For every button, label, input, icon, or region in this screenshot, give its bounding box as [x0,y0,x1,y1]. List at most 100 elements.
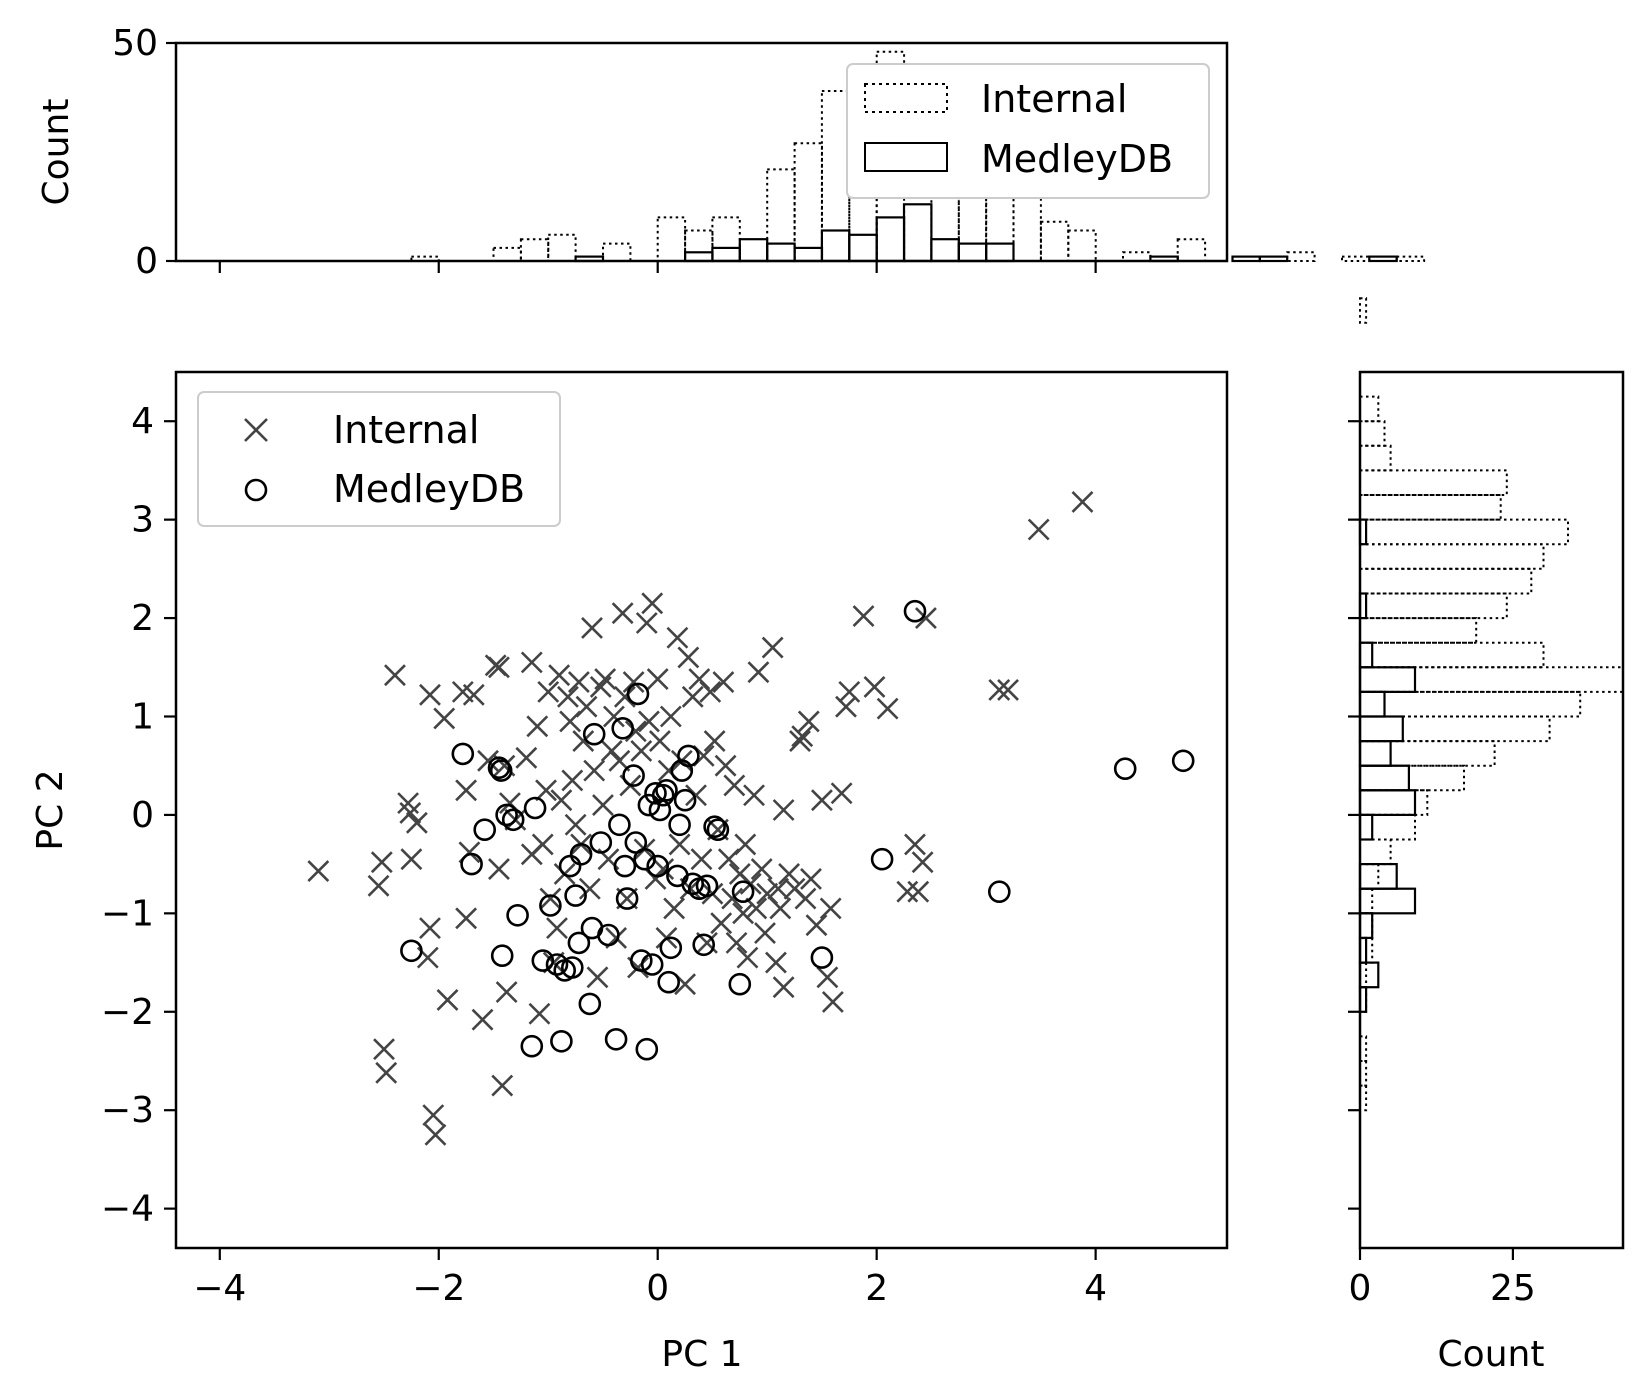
right-xtick-label: 0 [1349,1268,1372,1309]
scatter-xtick-label: −2 [412,1268,465,1309]
scatter-point-internal [830,782,853,805]
scatter-point-internal [495,981,518,1004]
scatter-point-internal [688,668,711,691]
scatter-point-medleydb [670,759,694,782]
scatter-point-internal [747,661,770,684]
scatter-point-internal [732,902,755,925]
scatter-point-internal [838,680,861,703]
scatter-legend-medleydb-label: MedleyDB [333,467,525,511]
scatter-point-internal [907,880,930,903]
top-histogram-bar-internal [711,216,741,262]
scatter-point-internal [307,860,330,882]
scatter-ticks: −4 −2 0 2 4 −4 −3 −2 −1 0 1 2 3 4 [101,401,1107,1309]
right-histogram-bar-internal [1359,494,1502,521]
scatter-point-medleydb [564,884,587,907]
scatter-legend-medleydb-marker [244,478,268,502]
scatter-point-internal [699,680,722,703]
scatter-ytick-label: −2 [101,992,154,1033]
top-histogram-bar-internal [1039,220,1070,263]
scatter-point-internal [772,976,795,999]
scatter-point-medleydb [673,788,697,812]
top-histogram-bar-medleydb [848,233,878,263]
right-histogram-bar-internal [1359,592,1508,620]
scatter-point-internal [646,668,669,691]
scatter-point-internal [791,725,814,748]
top-histogram-bar-internal [602,242,632,263]
scatter-point-internal [896,880,919,903]
scatter-point-medleydb [589,831,613,854]
right-histogram-panel: 0 25 Count [1348,297,1625,1375]
top-histogram-bar-medleydb [930,238,960,263]
right-histogram-bar-internal [1359,740,1496,767]
scatter-point-internal [594,668,617,691]
scatter-point-internal [602,705,625,728]
scatter-point-internal [400,848,423,871]
scatter-point-internal [754,922,776,944]
scatter-point-internal [586,966,609,989]
scatter-point-medleydb [695,874,719,898]
scatter-point-medleydb [677,744,700,768]
scatter-point-internal [600,740,623,762]
scatter-point-internal [911,851,934,874]
top-histogram-bar-internal [684,229,714,262]
right-histogram-ticks: 0 25 [1348,420,1536,1309]
right-histogram-bar-medleydb [1358,666,1417,693]
scatter-point-internal [477,749,499,772]
scatter-point-medleydb [495,803,518,827]
top-histogram-bar-medleydb [793,246,824,263]
scatter-point-internal [685,784,707,807]
scatter-point-medleydb [473,818,497,842]
scatter-point-medleydb [1113,757,1137,781]
scatter-point-internal [592,794,614,816]
scatter-point-internal [767,877,790,900]
top-histogram-bar-internal [656,216,687,262]
top-ytick-label: 50 [112,23,158,64]
scatter-point-internal [641,592,664,615]
top-histogram-frame [174,41,1229,263]
scatter-point-internal [613,685,636,708]
scatter-legend-box [197,391,561,527]
scatter-point-medleydb [706,818,730,842]
scatter-legend-internal-marker [244,418,268,442]
right-histogram-bar-internal [1359,641,1545,669]
scatter-point-internal [572,730,595,753]
right-histogram-bar-internal [1359,469,1508,496]
right-histogram-bar-internal [1359,543,1545,570]
right-histogram-bar-internal [1359,764,1465,792]
scatter-point-internal [659,705,682,728]
scatter-point-internal [703,730,726,753]
scatter-point-internal [367,874,390,897]
scatter-point-internal [769,897,792,920]
scatter-point-internal [624,720,647,743]
scatter-point-internal [630,740,653,762]
scatter-ytick-label: 4 [131,401,154,442]
scatter-point-internal [531,833,554,856]
scatter-point-internal [797,710,820,733]
scatter-point-medleydb [567,931,591,955]
top-histogram-bar-medleydb [820,229,851,263]
right-histogram-bar-internal [1359,912,1374,939]
top-histogram-bar-internal [1395,255,1426,263]
top-histogram-bar-medleydb [957,242,988,263]
top-histogram-bar-medleydb [1258,255,1289,263]
scatter-point-internal [622,671,645,693]
scatter-point-internal [714,754,737,777]
scatter-ytick-label: −3 [101,1090,154,1131]
scatter-point-internal [789,730,811,753]
scatter-point-medleydb [668,813,691,837]
scatter-xtick-label: 0 [646,1268,669,1309]
right-histogram-bar-medleydb [1358,912,1374,939]
scatter-point-internal [370,851,393,874]
top-histogram-bar-internal [766,168,796,262]
top-histogram-bar-internal [1012,194,1042,263]
scatter-point-medleydb [520,1034,544,1058]
scatter-point-internal [557,685,579,708]
scatter-internal-points [307,491,1094,1146]
top-histogram-bar-internal [519,238,550,262]
scatter-point-internal [852,605,875,628]
scatter-xtick-label: 4 [1084,1268,1107,1309]
scatter-point-internal [528,1002,551,1025]
top-histogram-legend: Internal MedleyDB [846,63,1210,199]
right-histogram-bar-internal [1359,420,1386,447]
scatter-point-internal [997,678,1019,701]
